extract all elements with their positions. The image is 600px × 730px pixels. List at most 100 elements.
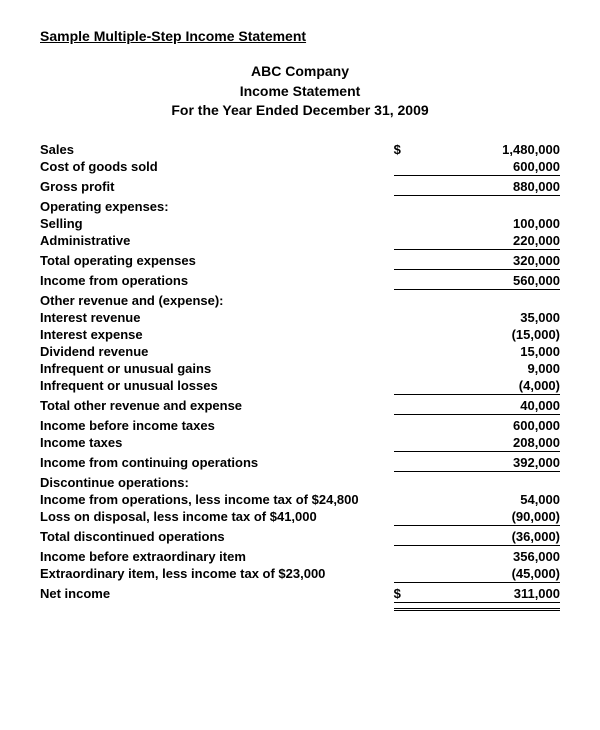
period: For the Year Ended December 31, 2009 (40, 101, 560, 121)
row-label: Total other revenue and expense (40, 397, 394, 415)
row-amount: (15,000) (425, 326, 560, 343)
row-amount: (90,000) (425, 508, 560, 526)
currency-symbol (394, 272, 425, 290)
statement-row: Income before extraordinary item 356,000 (40, 548, 560, 565)
row-amount: 35,000 (425, 309, 560, 326)
row-amount: 9,000 (425, 360, 560, 377)
currency-symbol (394, 508, 425, 526)
row-amount: 311,000 (425, 585, 560, 603)
currency-symbol (394, 397, 425, 415)
statement-row: Infrequent or unusual gains 9,000 (40, 360, 560, 377)
row-label: Income before extraordinary item (40, 548, 394, 565)
row-amount: 40,000 (425, 397, 560, 415)
statement-row: Infrequent or unusual losses (4,000) (40, 377, 560, 395)
currency-symbol (394, 252, 425, 270)
statement-row: Loss on disposal, less income tax of $41… (40, 508, 560, 526)
currency-symbol (394, 343, 425, 360)
row-label: Income from operations, less income tax … (40, 491, 394, 508)
row-label: Income before income taxes (40, 417, 394, 434)
row-label: Extraordinary item, less income tax of $… (40, 565, 394, 583)
statement-row: Administrative 220,000 (40, 232, 560, 250)
row-label: Interest revenue (40, 309, 394, 326)
statement-row: Other revenue and (expense): (40, 292, 560, 309)
double-rule-line (40, 602, 560, 609)
income-statement-table: Sales$1,480,000Cost of goods sold600,000… (40, 141, 560, 611)
row-label: Selling (40, 215, 394, 232)
statement-row: Total other revenue and expense 40,000 (40, 397, 560, 415)
statement-row: Sales$1,480,000 (40, 141, 560, 158)
statement-row: Operating expenses: (40, 198, 560, 215)
row-label: Operating expenses: (40, 198, 394, 215)
currency-symbol (394, 377, 425, 395)
row-amount (425, 198, 560, 215)
statement-row: Total discontinued operations (36,000) (40, 528, 560, 546)
statement-row: Income from continuing operations 392,000 (40, 454, 560, 472)
row-amount: 220,000 (425, 232, 560, 250)
document-title: Sample Multiple-Step Income Statement (40, 28, 560, 44)
row-amount: 880,000 (425, 178, 560, 196)
statement-row: Interest expense (15,000) (40, 326, 560, 343)
row-label: Infrequent or unusual gains (40, 360, 394, 377)
row-amount: 392,000 (425, 454, 560, 472)
statement-row: Dividend revenue15,000 (40, 343, 560, 360)
currency-symbol: $ (394, 141, 425, 158)
currency-symbol (394, 565, 425, 583)
row-label: Cost of goods sold (40, 158, 394, 176)
statement-row: Cost of goods sold 600,000 (40, 158, 560, 176)
statement-row: Income taxes 208,000 (40, 434, 560, 452)
statement-row: Income before income taxes 600,000 (40, 417, 560, 434)
row-label: Income taxes (40, 434, 394, 452)
row-amount: 600,000 (425, 158, 560, 176)
row-amount: 320,000 (425, 252, 560, 270)
currency-symbol (394, 528, 425, 546)
currency-symbol (394, 178, 425, 196)
row-label: Income from operations (40, 272, 394, 290)
currency-symbol (394, 417, 425, 434)
row-label: Infrequent or unusual losses (40, 377, 394, 395)
row-label: Loss on disposal, less income tax of $41… (40, 508, 394, 526)
currency-symbol (394, 309, 425, 326)
row-label: Total discontinued operations (40, 528, 394, 546)
statement-row: Extraordinary item, less income tax of $… (40, 565, 560, 583)
statement-name: Income Statement (40, 82, 560, 102)
row-amount: 600,000 (425, 417, 560, 434)
statement-row: Discontinue operations: (40, 474, 560, 491)
company-name: ABC Company (40, 62, 560, 82)
statement-row: Income from operations, less income tax … (40, 491, 560, 508)
currency-symbol (394, 215, 425, 232)
currency-symbol (394, 158, 425, 176)
statement-header: ABC Company Income Statement For the Yea… (40, 62, 560, 121)
row-label: Administrative (40, 232, 394, 250)
currency-symbol (394, 474, 425, 491)
row-amount: (36,000) (425, 528, 560, 546)
statement-row: Interest revenue 35,000 (40, 309, 560, 326)
row-amount (425, 292, 560, 309)
statement-row: Income from operations 560,000 (40, 272, 560, 290)
row-amount: 356,000 (425, 548, 560, 565)
currency-symbol: $ (394, 585, 425, 603)
row-amount: 208,000 (425, 434, 560, 452)
statement-row: Selling100,000 (40, 215, 560, 232)
currency-symbol (394, 548, 425, 565)
row-amount: 560,000 (425, 272, 560, 290)
row-label: Net income (40, 585, 394, 603)
currency-symbol (394, 360, 425, 377)
currency-symbol (394, 198, 425, 215)
row-amount (425, 474, 560, 491)
currency-symbol (394, 491, 425, 508)
row-amount: 1,480,000 (425, 141, 560, 158)
row-label: Sales (40, 141, 394, 158)
currency-symbol (394, 326, 425, 343)
income-statement-page: Sample Multiple-Step Income Statement AB… (0, 0, 600, 651)
row-label: Total operating expenses (40, 252, 394, 270)
statement-row: Net income$311,000 (40, 585, 560, 603)
currency-symbol (394, 454, 425, 472)
row-amount: (4,000) (425, 377, 560, 395)
currency-symbol (394, 232, 425, 250)
currency-symbol (394, 292, 425, 309)
row-amount: 54,000 (425, 491, 560, 508)
row-label: Interest expense (40, 326, 394, 343)
row-amount: 15,000 (425, 343, 560, 360)
row-label: Discontinue operations: (40, 474, 394, 491)
row-label: Income from continuing operations (40, 454, 394, 472)
